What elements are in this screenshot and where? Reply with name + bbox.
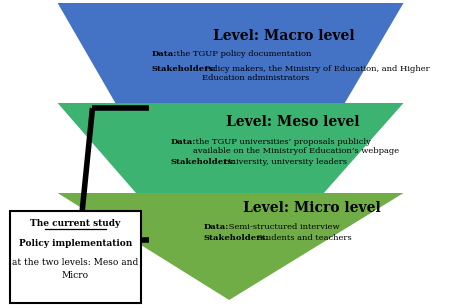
Polygon shape (58, 103, 403, 193)
Text: Students and teachers: Students and teachers (254, 234, 351, 242)
Text: Level: Meso level: Level: Meso level (227, 115, 360, 129)
Text: Level: Micro level: Level: Micro level (243, 201, 381, 215)
Text: the TGUP universities’ proposals publicly
available on the Ministryof Education’: the TGUP universities’ proposals publicl… (193, 138, 400, 155)
Text: Data:: Data: (204, 223, 229, 231)
Text: Policy makers, the Ministry of Education, and Higher
Education administrators: Policy makers, the Ministry of Education… (202, 65, 429, 82)
Text: Data:: Data: (171, 138, 196, 146)
FancyBboxPatch shape (10, 211, 141, 303)
Text: Policy implementation: Policy implementation (19, 240, 132, 249)
Polygon shape (58, 3, 403, 103)
Text: Stakeholders:: Stakeholders: (152, 65, 217, 73)
Text: at the two levels: Meso and
Micro: at the two levels: Meso and Micro (12, 258, 139, 280)
Text: Data:: Data: (152, 50, 177, 58)
Text: Stakeholders:: Stakeholders: (204, 234, 269, 242)
Text: Semi-structured interview: Semi-structured interview (226, 223, 340, 231)
Text: the TGUP policy documentation: the TGUP policy documentation (174, 50, 312, 58)
Text: The current study: The current study (30, 220, 121, 229)
Polygon shape (58, 193, 403, 300)
Text: Level: Macro level: Level: Macro level (213, 29, 355, 43)
Text: University, university leaders: University, university leaders (221, 158, 346, 166)
Text: Stakeholders:: Stakeholders: (171, 158, 236, 166)
